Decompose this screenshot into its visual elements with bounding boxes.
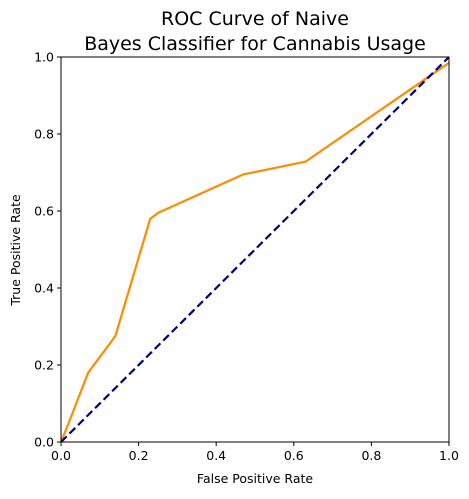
plot-area: 0.0 0.2 0.4 0.6 0.8 1.0 0.0 0.2 0.4 0.6 0.8 1.0 [34,50,459,464]
y-tick-label: 0.4 [34,281,54,296]
series-line-roc-curve [61,61,449,442]
x-axis-label: False Positive Rate [197,471,313,486]
y-tick-label: 0.0 [34,435,54,450]
x-tick-label: 1.0 [439,448,459,463]
series-line-chance-line [61,57,449,442]
x-tick-label: 0.0 [51,448,71,463]
y-tick-label: 0.2 [34,358,54,373]
x-tick-label: 0.4 [206,448,226,463]
chart-title-line-1: ROC Curve of Naive [161,8,349,30]
chart-title-line-2: Bayes Classifier for Cannabis Usage [84,33,426,55]
y-tick-label: 1.0 [34,50,54,65]
y-tick-label: 0.6 [34,204,54,219]
series-group [61,57,449,442]
y-axis-label: True Positive Rate [8,194,23,307]
x-tick-label: 0.6 [284,448,304,463]
y-tick-label: 0.8 [34,127,54,142]
axes-frame [60,56,450,443]
x-tick-label: 0.2 [129,448,149,463]
x-tick-label: 0.8 [361,448,381,463]
